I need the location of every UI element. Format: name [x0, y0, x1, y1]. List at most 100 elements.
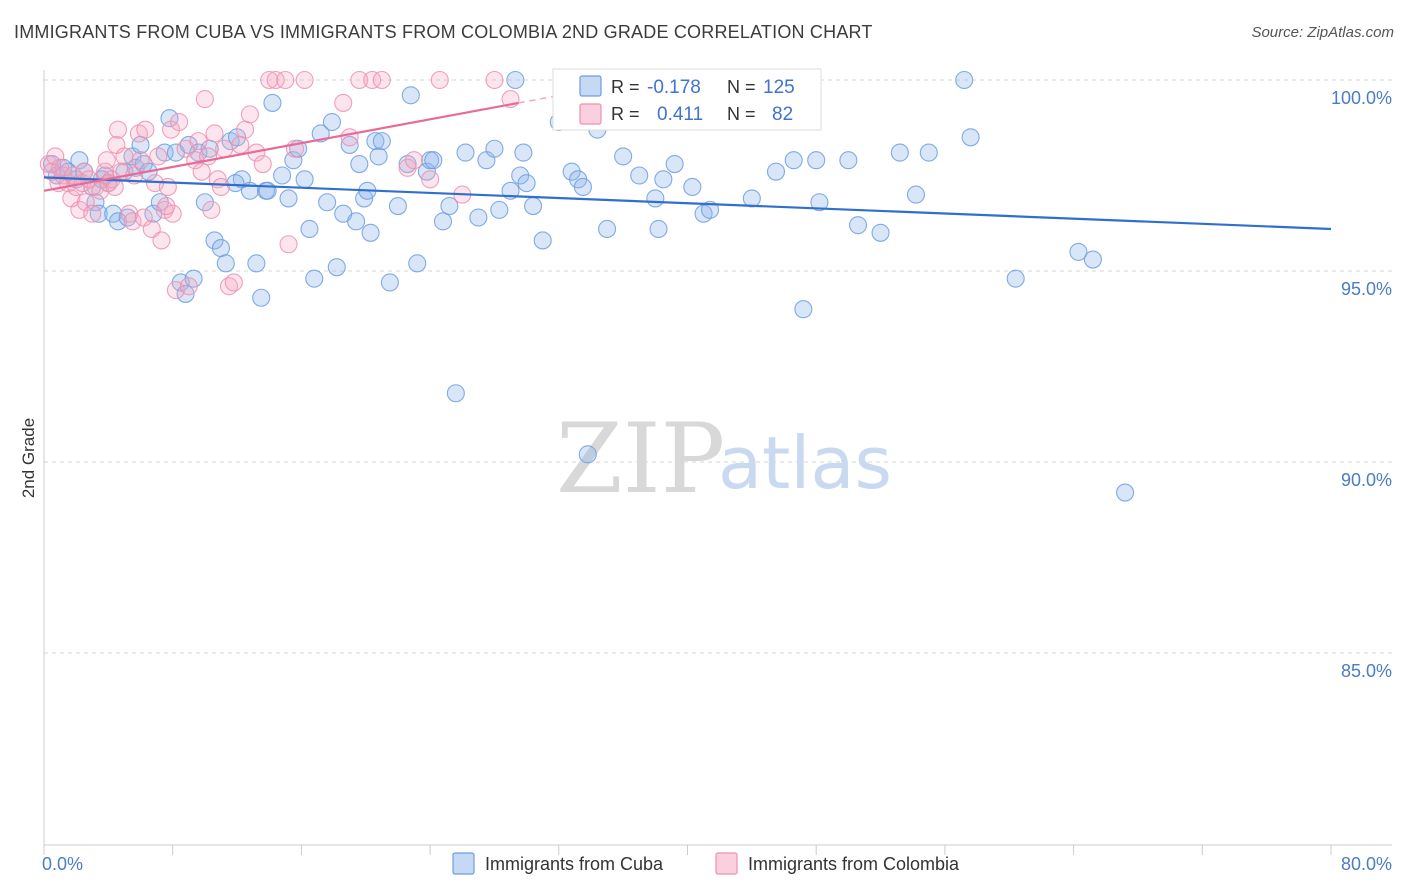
point-cuba: [665, 154, 684, 174]
point-cuba: [700, 200, 720, 219]
point-cuba: [263, 93, 282, 112]
point-cuba: [211, 239, 231, 258]
point-colombia: [115, 147, 134, 166]
point-colombia: [170, 112, 189, 132]
point-cuba: [252, 288, 271, 307]
y-tick-label: 90.0%: [1341, 470, 1392, 490]
point-cuba: [284, 151, 303, 170]
point-cuba: [70, 151, 89, 170]
point-colombia: [211, 177, 231, 197]
point-colombia: [363, 70, 382, 90]
point-cuba: [485, 139, 504, 158]
point-cuba: [273, 166, 292, 185]
point-colombia: [97, 151, 116, 170]
point-colombia: [46, 147, 65, 166]
point-cuba: [848, 216, 868, 235]
stats-r-label-colombia: R =: [611, 104, 640, 124]
point-cuba: [807, 151, 826, 170]
watermark-atlas: atlas: [718, 421, 892, 505]
point-colombia: [224, 273, 243, 292]
point-colombia: [202, 200, 221, 219]
point-colombia: [279, 235, 298, 254]
point-colombia: [253, 154, 272, 174]
point-colombia: [76, 193, 95, 212]
point-colombia: [340, 128, 359, 147]
point-colombia: [372, 70, 391, 90]
point-cuba: [871, 223, 890, 242]
point-cuba: [517, 174, 536, 193]
point-colombia: [231, 135, 250, 154]
point-colombia: [195, 90, 214, 109]
point-colombia: [179, 277, 198, 296]
point-cuba: [446, 384, 465, 403]
point-cuba: [742, 189, 761, 208]
point-cuba: [906, 185, 925, 204]
point-cuba: [961, 128, 980, 147]
point-colombia: [189, 132, 208, 151]
point-cuba: [350, 154, 369, 174]
point-colombia: [123, 212, 142, 231]
point-colombia: [266, 70, 285, 90]
trend-line-colombia: [43, 101, 519, 192]
point-colombia: [295, 70, 314, 90]
chart-title: IMMIGRANTS FROM CUBA VS IMMIGRANTS FROM …: [14, 22, 873, 42]
point-cuba: [327, 258, 346, 277]
point-cuba: [578, 445, 597, 464]
legend: Immigrants from Cuba Immigrants from Col…: [452, 852, 960, 875]
legend-swatch-colombia: [715, 852, 738, 875]
point-cuba: [654, 170, 673, 189]
point-cuba: [340, 135, 359, 154]
point-colombia: [136, 120, 155, 139]
source-credit: Source: ZipAtlas.com: [1251, 24, 1394, 41]
point-colombia: [350, 70, 369, 90]
point-cuba: [318, 193, 337, 212]
point-cuba: [388, 197, 407, 216]
point-colombia: [404, 151, 424, 170]
point-cuba: [247, 254, 266, 273]
point-cuba: [614, 147, 633, 166]
point-cuba: [683, 177, 702, 197]
stats-box: R = -0.178 N = 125 R = 0.411 N = 82: [552, 68, 822, 131]
point-cuba: [361, 223, 380, 242]
point-cuba: [1116, 483, 1135, 502]
point-cuba: [424, 151, 443, 170]
point-cuba: [562, 162, 581, 181]
point-cuba: [524, 197, 543, 216]
point-cuba: [919, 143, 938, 162]
watermark-zip: ZIP: [556, 403, 725, 515]
stats-r-value-colombia: 0.411: [657, 104, 703, 125]
stats-r-value-cuba: -0.178: [647, 77, 701, 98]
point-colombia: [334, 93, 353, 112]
point-cuba: [347, 212, 366, 231]
point-cuba: [890, 143, 909, 162]
point-cuba: [810, 193, 829, 212]
point-cuba: [195, 193, 214, 212]
point-cuba: [456, 143, 475, 162]
point-cuba: [279, 189, 298, 208]
stats-r-label-cuba: R =: [611, 77, 640, 97]
gridlines: [44, 79, 1392, 654]
point-cuba: [258, 181, 277, 200]
point-cuba: [1069, 242, 1088, 261]
point-cuba: [469, 208, 488, 227]
point-cuba: [440, 197, 459, 216]
y-tick-label: 100.0%: [1331, 88, 1392, 108]
point-cuba: [300, 219, 319, 239]
stats-swatch-colombia: [579, 103, 602, 125]
point-colombia: [260, 70, 279, 90]
point-cuba: [1006, 269, 1025, 288]
point-colombia: [192, 162, 211, 181]
point-cuba: [794, 300, 813, 319]
point-colombia: [430, 70, 449, 90]
stats-n-label-cuba: N =: [727, 77, 756, 97]
watermark: ZIP atlas: [556, 403, 892, 515]
point-cuba: [160, 109, 179, 128]
point-cuba: [433, 212, 453, 231]
point-cuba: [506, 70, 525, 90]
point-cuba: [839, 151, 858, 170]
legend-label-cuba: Immigrants from Cuba: [485, 854, 664, 874]
x-tick-label-left: 0.0%: [42, 854, 83, 874]
point-cuba: [514, 143, 533, 162]
point-colombia: [158, 177, 177, 197]
